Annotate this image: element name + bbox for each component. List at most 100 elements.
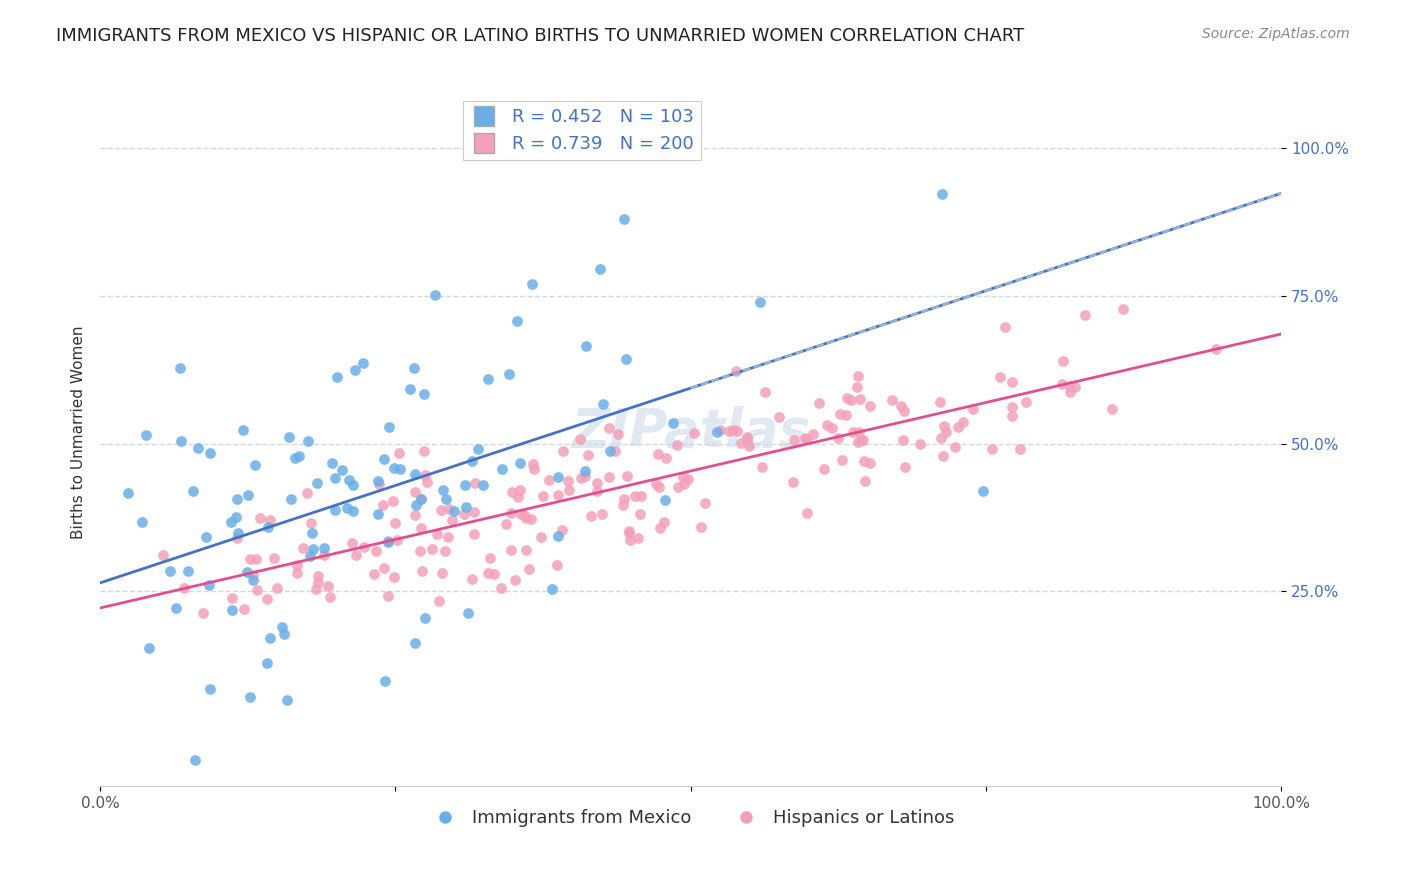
- Point: [377, 534, 399, 549]
- Point: [426, 527, 449, 541]
- Text: ZIPatlas: ZIPatlas: [571, 406, 810, 458]
- Point: [336, 500, 359, 515]
- Point: [652, 515, 675, 529]
- Point: [364, 543, 387, 558]
- Point: [513, 508, 536, 522]
- Point: [768, 409, 790, 424]
- Point: [472, 477, 495, 491]
- Point: [482, 566, 505, 581]
- Point: [463, 505, 485, 519]
- Point: [520, 511, 543, 525]
- Point: [550, 524, 572, 538]
- Point: [735, 430, 758, 444]
- Point: [159, 564, 181, 578]
- Point: [402, 360, 425, 375]
- Point: [558, 483, 581, 497]
- Point: [284, 450, 307, 465]
- Point: [591, 507, 613, 521]
- Point: [242, 574, 264, 588]
- Point: [1073, 308, 1095, 322]
- Point: [479, 551, 502, 566]
- Point: [232, 602, 254, 616]
- Point: [169, 361, 191, 376]
- Point: [326, 369, 349, 384]
- Point: [377, 589, 399, 603]
- Point: [801, 426, 824, 441]
- Point: [859, 456, 882, 470]
- Point: [709, 423, 731, 437]
- Point: [195, 531, 218, 545]
- Point: [796, 432, 818, 446]
- Point: [288, 450, 311, 464]
- Point: [730, 436, 752, 450]
- Point: [226, 526, 249, 541]
- Point: [363, 566, 385, 581]
- Point: [461, 572, 484, 586]
- Point: [198, 446, 221, 460]
- Point: [929, 395, 952, 409]
- Point: [238, 488, 260, 502]
- Point: [432, 483, 454, 497]
- Point: [342, 535, 364, 549]
- Point: [437, 501, 460, 516]
- Point: [589, 261, 612, 276]
- Point: [257, 520, 280, 534]
- Point: [893, 460, 915, 475]
- Point: [297, 434, 319, 449]
- Point: [619, 533, 641, 547]
- Point: [586, 476, 609, 491]
- Point: [575, 339, 598, 353]
- Point: [666, 480, 689, 494]
- Point: [515, 511, 537, 525]
- Point: [411, 521, 433, 535]
- Point: [813, 462, 835, 476]
- Point: [305, 582, 328, 596]
- Point: [598, 421, 620, 435]
- Point: [815, 417, 838, 432]
- Point: [323, 471, 346, 485]
- Point: [413, 387, 436, 401]
- Point: [1059, 384, 1081, 399]
- Point: [323, 502, 346, 516]
- Point: [457, 607, 479, 621]
- Point: [718, 424, 741, 438]
- Point: [1050, 377, 1073, 392]
- Point: [337, 473, 360, 487]
- Point: [321, 456, 343, 470]
- Point: [547, 488, 569, 502]
- Point: [191, 607, 214, 621]
- Point: [463, 527, 485, 541]
- Point: [557, 474, 579, 488]
- Point: [411, 491, 433, 506]
- Point: [929, 431, 952, 445]
- Point: [464, 475, 486, 490]
- Point: [409, 543, 432, 558]
- Point: [605, 443, 627, 458]
- Point: [962, 402, 984, 417]
- Point: [515, 543, 537, 558]
- Point: [342, 477, 364, 491]
- Point: [793, 431, 815, 445]
- Point: [945, 440, 967, 454]
- Point: [319, 590, 342, 604]
- Point: [423, 288, 446, 302]
- Point: [232, 423, 254, 437]
- Point: [305, 476, 328, 491]
- Point: [316, 579, 339, 593]
- Point: [530, 531, 553, 545]
- Point: [835, 391, 858, 405]
- Point: [280, 492, 302, 507]
- Point: [994, 320, 1017, 334]
- Point: [367, 507, 389, 521]
- Point: [117, 486, 139, 500]
- Point: [782, 475, 804, 490]
- Point: [835, 408, 858, 422]
- Point: [276, 693, 298, 707]
- Point: [891, 433, 914, 447]
- Point: [547, 529, 569, 543]
- Point: [749, 294, 772, 309]
- Point: [796, 506, 818, 520]
- Point: [848, 425, 870, 439]
- Point: [344, 548, 367, 562]
- Point: [859, 399, 882, 413]
